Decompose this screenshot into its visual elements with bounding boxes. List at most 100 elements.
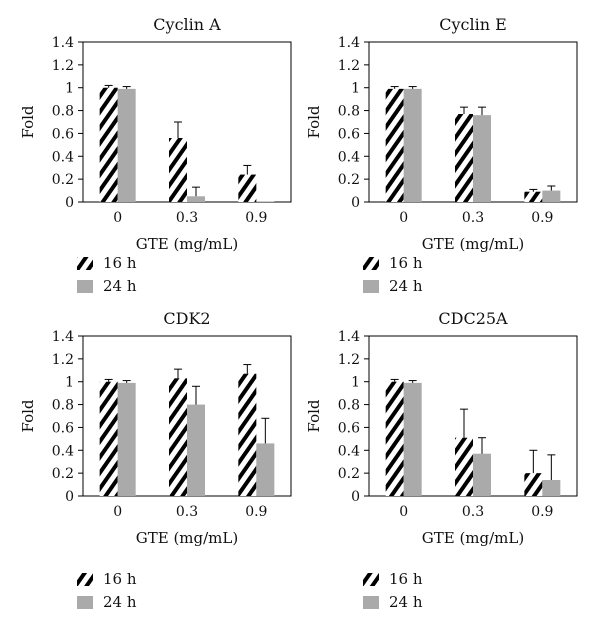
x-tick-label: 0 xyxy=(113,210,122,226)
y-tick-label: 1.4 xyxy=(338,329,360,345)
bar-24-h-0-3 xyxy=(187,196,205,202)
chart-title: CDC25A xyxy=(438,309,508,328)
x-axis-label: GTE (mg/mL) xyxy=(422,529,524,547)
x-tick-label: 0.3 xyxy=(462,210,484,226)
legend-swatch-24-h xyxy=(363,596,379,609)
y-tick-label: 0.6 xyxy=(52,126,74,142)
bar-16-h-0-3 xyxy=(455,114,473,202)
y-tick-label: 1.4 xyxy=(52,329,74,345)
legend-label-24-h: 24 h xyxy=(103,593,137,611)
bar-16-h-0 xyxy=(99,381,118,496)
legend-swatch-24-h xyxy=(363,280,379,293)
y-tick-label: 1 xyxy=(351,375,360,391)
x-axis-label: GTE (mg/mL) xyxy=(136,529,238,547)
y-axis-label: Fold xyxy=(305,399,323,432)
x-tick-label: 0.3 xyxy=(176,504,198,520)
bar-16-h-0 xyxy=(385,381,404,496)
x-tick-label: 0.9 xyxy=(245,504,267,520)
y-tick-label: 0.8 xyxy=(338,398,360,414)
legend-label-16-h: 16 h xyxy=(389,570,423,588)
y-tick-label: 1.4 xyxy=(338,35,360,51)
legend-swatch-16-h xyxy=(363,257,379,270)
bar-24-h-0 xyxy=(117,88,136,202)
y-axis-label: Fold xyxy=(305,105,323,138)
y-tick-label: 0.2 xyxy=(338,466,360,482)
y-tick-label: 0.8 xyxy=(52,398,74,414)
x-tick-label: 0.3 xyxy=(176,210,198,226)
y-tick-label: 0.8 xyxy=(338,104,360,120)
y-axis-label: Fold xyxy=(19,399,37,432)
bar-16-h-0-9 xyxy=(524,191,543,202)
bar-24-h-0-9 xyxy=(256,201,275,202)
x-tick-label: 0.9 xyxy=(531,210,553,226)
bar-24-h-0-9 xyxy=(256,443,275,496)
y-tick-label: 0.4 xyxy=(52,149,74,165)
bar-24-h-0-9 xyxy=(542,190,561,202)
legend-swatch-16-h xyxy=(77,573,93,586)
bar-24-h-0 xyxy=(403,88,422,202)
legend-label-24-h: 24 h xyxy=(103,277,137,295)
y-tick-label: 0 xyxy=(65,489,74,505)
y-tick-label: 1.2 xyxy=(338,352,360,368)
x-axis-label: GTE (mg/mL) xyxy=(422,235,524,253)
y-tick-label: 0.4 xyxy=(52,443,74,459)
x-tick-label: 0 xyxy=(113,504,122,520)
y-tick-label: 0.6 xyxy=(338,420,360,436)
x-tick-label: 0 xyxy=(399,210,408,226)
y-axis-label: Fold xyxy=(19,105,37,138)
x-axis-label: GTE (mg/mL) xyxy=(136,235,238,253)
legend-swatch-16-h xyxy=(77,257,93,270)
chart-panel-cyclin-e: Cyclin E Fold 0 0.2 0.4 0.6 0.8 1 1.2 1.4 0 0.3 0.9 G… xyxy=(305,15,578,295)
y-tick-label: 1 xyxy=(351,81,360,97)
bar-24-h-0-9 xyxy=(542,480,561,496)
chart-title: CDK2 xyxy=(163,309,210,328)
y-tick-label: 0.2 xyxy=(52,172,74,188)
bar-24-h-0-3 xyxy=(187,404,205,496)
y-tick-label: 0.2 xyxy=(52,466,74,482)
y-tick-label: 0.2 xyxy=(338,172,360,188)
bar-24-h-0-3 xyxy=(473,115,491,202)
bar-24-h-0 xyxy=(403,382,422,496)
legend-label-16-h: 16 h xyxy=(103,254,137,272)
y-tick-label: 1 xyxy=(65,81,74,97)
y-tick-label: 0.4 xyxy=(338,149,360,165)
bar-16-h-0 xyxy=(99,87,118,202)
chart-title: Cyclin E xyxy=(439,15,507,34)
chart-title: Cyclin A xyxy=(153,15,221,34)
bar-16-h-0-3 xyxy=(455,437,473,496)
chart-panel-cdc25a: CDC25A Fold 0 0.2 0.4 0.6 0.8 1 1.2 1.4 0 0.3 0.9 GTE… xyxy=(305,309,578,611)
y-tick-label: 1.4 xyxy=(52,35,74,51)
bar-16-h-0-3 xyxy=(169,138,187,202)
bar-24-h-0-3 xyxy=(473,453,491,496)
chart-panel-cdk2: CDK2 Fold 0 0.2 0.4 0.6 0.8 1 1.2 1.4 0 0.3 0.9 GTE (… xyxy=(19,309,292,611)
y-tick-label: 1 xyxy=(65,375,74,391)
y-tick-label: 1.2 xyxy=(338,58,360,74)
bar-16-h-0-9 xyxy=(238,174,257,202)
y-tick-label: 0 xyxy=(351,489,360,505)
y-tick-label: 1.2 xyxy=(52,58,74,74)
legend-label-16-h: 16 h xyxy=(389,254,423,272)
y-tick-label: 1.2 xyxy=(52,352,74,368)
y-tick-label: 0.6 xyxy=(338,126,360,142)
y-tick-label: 0.8 xyxy=(52,104,74,120)
y-tick-label: 0 xyxy=(351,195,360,211)
bar-16-h-0-9 xyxy=(238,373,257,496)
legend-label-24-h: 24 h xyxy=(389,593,423,611)
bar-16-h-0-3 xyxy=(169,378,187,496)
chart-panel-cyclin-a: Cyclin A Fold 0 0.2 0.4 0.6 0.8 1 1.2 1.4 0 0.3 0.9 G… xyxy=(19,15,292,295)
bar-16-h-0-9 xyxy=(524,473,543,496)
x-tick-label: 0.3 xyxy=(462,504,484,520)
legend-swatch-16-h xyxy=(363,573,379,586)
x-tick-label: 0.9 xyxy=(245,210,267,226)
x-tick-label: 0 xyxy=(399,504,408,520)
legend-swatch-24-h xyxy=(77,280,93,293)
bar-16-h-0 xyxy=(385,88,404,202)
legend-label-24-h: 24 h xyxy=(389,277,423,295)
legend-swatch-24-h xyxy=(77,596,93,609)
y-tick-label: 0 xyxy=(65,195,74,211)
y-tick-label: 0.4 xyxy=(338,443,360,459)
x-tick-label: 0.9 xyxy=(531,504,553,520)
y-tick-label: 0.6 xyxy=(52,420,74,436)
bar-24-h-0 xyxy=(117,382,136,496)
